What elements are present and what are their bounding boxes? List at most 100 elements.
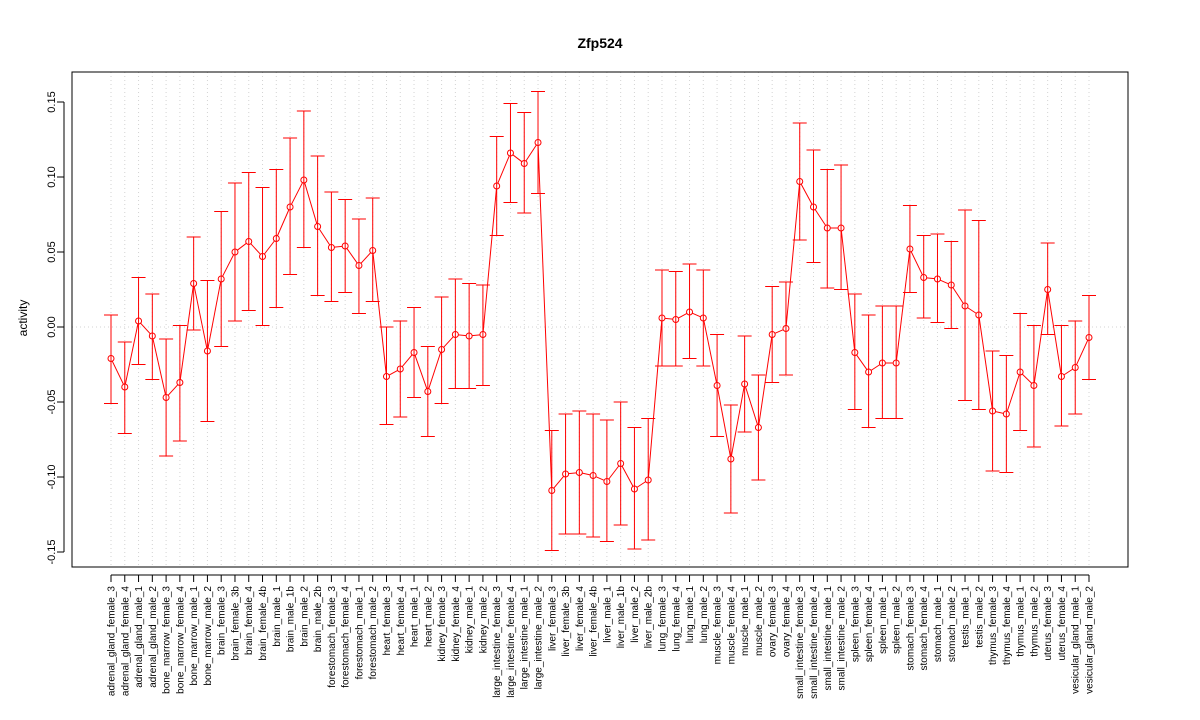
data-point: [162, 394, 170, 401]
series-line-segment: [1076, 340, 1089, 365]
x-tick-label: liver_female_3: [547, 586, 558, 651]
data-point: [575, 469, 583, 476]
y-tick-label: -0.15: [46, 539, 58, 564]
x-tick-label: liver_female_3b: [561, 586, 572, 657]
series-line-segment: [250, 243, 261, 255]
data-point: [727, 455, 735, 463]
series-line-segment: [1063, 368, 1073, 376]
series-line-segment: [512, 154, 523, 163]
series-line-segment: [497, 155, 510, 184]
data-point: [190, 280, 198, 287]
data-point: [617, 460, 625, 467]
x-tick-label: large_intestine_female_4: [506, 586, 517, 698]
series-line-segment: [111, 360, 124, 385]
data-point: [961, 302, 969, 310]
data-point: [920, 274, 928, 281]
data-point: [520, 160, 528, 167]
y-tick-label: 0.10: [46, 166, 58, 187]
x-tick-label: spleen_female_3: [850, 586, 861, 663]
data-point: [534, 139, 542, 146]
series-line-segment: [647, 320, 663, 478]
x-tick-label: small_intestine_female_4: [809, 586, 820, 699]
x-tick-label: uterus_female_3: [1043, 586, 1054, 661]
x-tick-label: muscle_female_4: [726, 586, 737, 665]
data-point: [410, 349, 418, 356]
x-tick-label: forestomach_female_4: [341, 586, 352, 688]
series-line-segment: [1006, 374, 1020, 412]
series-line-segment: [910, 251, 923, 276]
x-tick-label: thymus_female_4: [1002, 586, 1013, 665]
series-line-segment: [967, 307, 977, 314]
x-tick-label: lung_female_4: [671, 586, 682, 652]
series-line-segment: [525, 144, 537, 162]
data-point: [754, 424, 762, 431]
x-tick-label: kidney_female_3: [437, 586, 448, 662]
chart-title: Zfp524: [577, 35, 622, 51]
x-tick-label: kidney_female_4: [451, 586, 462, 662]
data-point: [272, 235, 280, 242]
x-tick-label: thymus_male_1: [1016, 586, 1027, 657]
x-tick-label: large_intestine_female_3: [492, 586, 503, 698]
series-layer: [104, 91, 1096, 551]
x-tick-label: large_intestine_male_1: [520, 586, 531, 690]
series-line-segment: [621, 465, 634, 487]
x-tick-label: muscle_female_3: [713, 586, 724, 665]
series-line-segment: [553, 475, 565, 489]
data-point: [245, 238, 253, 245]
series-line-segment: [124, 323, 139, 385]
data-point: [548, 487, 556, 494]
y-tick-label: 0.05: [46, 241, 58, 262]
series-line-segment: [537, 145, 553, 488]
data-point: [1044, 286, 1052, 293]
x-tick-label: lung_female_3: [657, 586, 668, 652]
data-point: [341, 242, 349, 250]
series-line-segment: [774, 329, 784, 334]
series-line-segment: [1047, 292, 1062, 374]
data-point: [989, 407, 997, 415]
data-point: [369, 247, 377, 254]
x-tick-label: adrenal_gland_female_3: [107, 586, 118, 697]
y-tick-label: 0.15: [46, 91, 58, 112]
data-point: [975, 311, 983, 319]
data-point: [644, 476, 652, 484]
series-line-segment: [840, 230, 855, 350]
data-point: [355, 262, 363, 269]
series-line-segment: [237, 242, 247, 251]
series-line-segment: [595, 476, 605, 481]
series-line-segment: [443, 336, 454, 348]
x-tick-label: adrenal_gland_male_2: [148, 586, 159, 688]
x-tick-label: liver_male_1: [602, 586, 613, 643]
x-tick-label: lung_male_1: [685, 586, 696, 644]
data-point: [217, 275, 225, 283]
x-tick-label: brain_male_2b: [313, 586, 324, 653]
data-point: [699, 314, 707, 322]
x-tick-label: thymus_female_3: [988, 586, 999, 665]
series-line-segment: [458, 334, 467, 337]
data-point: [479, 331, 487, 338]
data-point: [782, 325, 790, 332]
plot-frame: [71, 71, 1129, 568]
x-tick-label: brain_female_4: [244, 586, 255, 655]
x-tick-label: liver_male_2b: [644, 586, 655, 649]
x-tick-label: stomach_male_2: [947, 586, 958, 663]
y-tick-label: 0.00: [46, 316, 58, 337]
data-point: [300, 176, 308, 184]
data-point: [493, 182, 501, 190]
x-tick-label: brain_female_3b: [230, 586, 241, 661]
data-point: [947, 281, 955, 289]
data-point: [1030, 382, 1038, 389]
series-line-segment: [222, 254, 235, 277]
data-point: [741, 380, 749, 388]
data-point: [327, 244, 335, 251]
grid-layer: [72, 72, 1128, 567]
series-line-segment: [814, 209, 827, 226]
series-line-segment: [582, 472, 591, 476]
series-line-segment: [1021, 373, 1033, 384]
series-line-segment: [277, 209, 290, 236]
x-tick-label: testis_male_1: [961, 586, 972, 648]
data-point: [107, 355, 115, 362]
x-tick-label: spleen_female_4: [864, 586, 875, 663]
series-line-segment: [940, 279, 949, 285]
series-line-segment: [318, 228, 331, 246]
data-point: [810, 203, 818, 211]
